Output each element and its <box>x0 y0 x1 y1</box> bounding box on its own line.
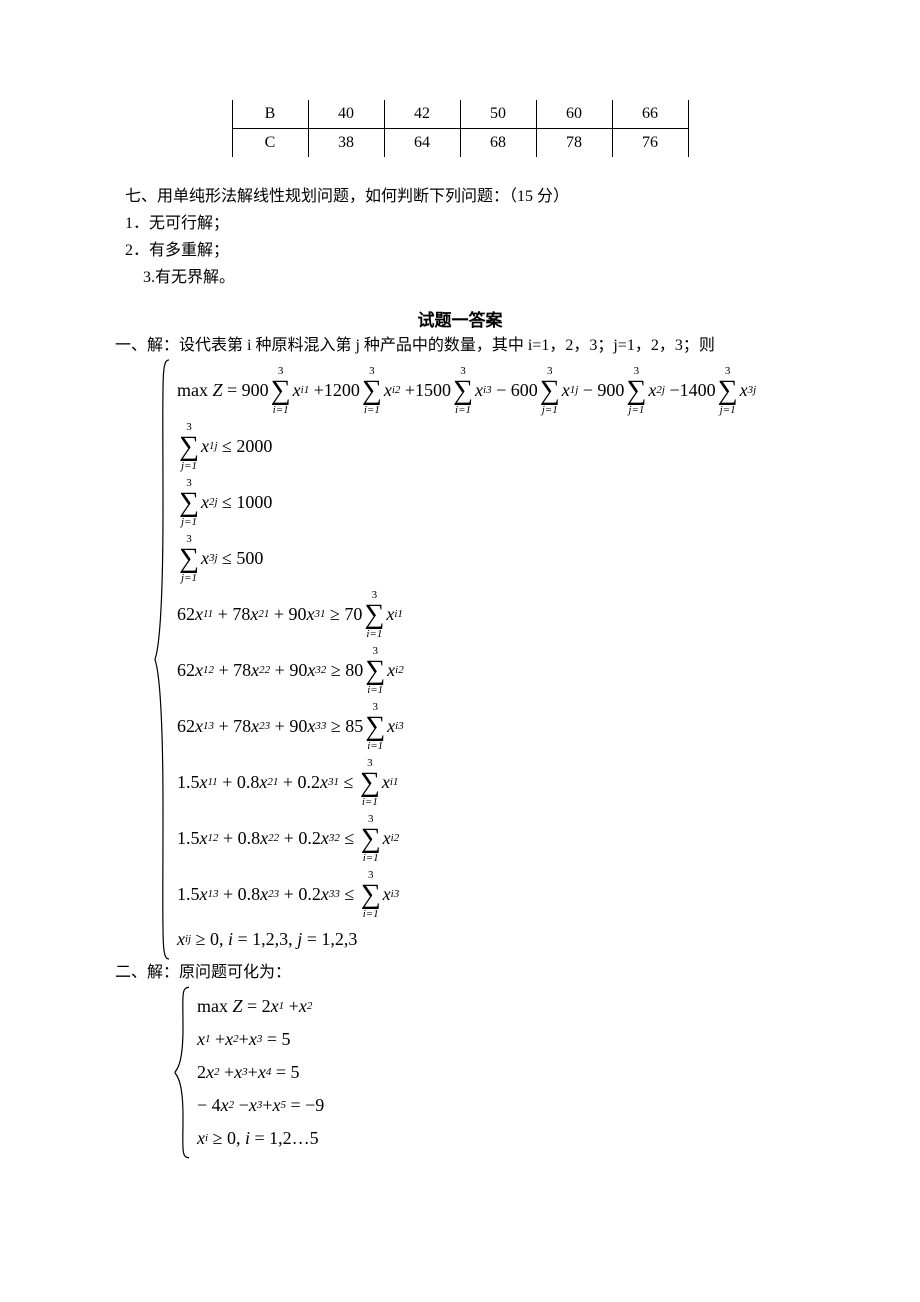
table-row: C 38 64 68 78 76 <box>232 129 688 158</box>
q7-stem: 七、用单纯形法解线性规划问题，如何判断下列问题：（15 分） <box>125 185 805 209</box>
a2-line: x1 +x2+x3 = 5 <box>197 1026 805 1053</box>
cell: 50 <box>460 100 536 129</box>
nonneg-row: xij ≥ 0, i = 1,2,3, j = 1,2,3 <box>177 926 805 953</box>
a2-line: 2x2 +x3+x4 = 5 <box>197 1059 805 1086</box>
constraint-row: 1.5x12 + 0.8x22 + 0.2x32 ≤ 3∑i=1 xi2 <box>177 814 805 864</box>
left-brace-icon <box>153 358 173 961</box>
q7-item: 3.有无界解。 <box>143 266 805 290</box>
q7-item: 1．无可行解； <box>125 212 805 236</box>
data-table: B 40 42 50 60 66 C 38 64 68 78 76 <box>232 100 689 157</box>
a2-line: xi ≥ 0, i = 1,2…5 <box>197 1125 805 1152</box>
constraint-row: 3∑j=1 x1j ≤ 2000 <box>177 422 805 472</box>
cell: C <box>232 129 308 158</box>
answer-2-intro: 二、解：原问题可化为： <box>115 961 805 985</box>
cell: 42 <box>384 100 460 129</box>
cell: 40 <box>308 100 384 129</box>
constraint-row: 62x11 + 78x21 + 90x31 ≥ 70 3∑i=1 xi1 <box>177 590 805 640</box>
cell: B <box>232 100 308 129</box>
cell: 68 <box>460 129 536 158</box>
page: B 40 42 50 60 66 C 38 64 68 78 76 七、用单纯形… <box>0 0 920 1220</box>
constraint-row: 3∑j=1 x2j ≤ 1000 <box>177 478 805 528</box>
cell: 66 <box>612 100 688 129</box>
answer-1-math: max Z = 900 3∑i=1 xi1 +1200 3∑i=1 xi2 +1… <box>153 358 805 961</box>
q7-item: 2．有多重解； <box>125 239 805 263</box>
constraint-row: 62x12 + 78x22 + 90x32 ≥ 80 3∑i=1 xi2 <box>177 646 805 696</box>
answers-title: 试题一答案 <box>115 308 805 334</box>
question-7: 七、用单纯形法解线性规划问题，如何判断下列问题：（15 分） 1．无可行解； 2… <box>115 185 805 290</box>
table-row: B 40 42 50 60 66 <box>232 100 688 129</box>
a2-line: − 4x2 −x3+x5 = −9 <box>197 1092 805 1119</box>
left-brace-icon <box>173 985 193 1160</box>
cell: 60 <box>536 100 612 129</box>
a2-line: max Z = 2x1 +x2 <box>197 993 805 1020</box>
answer-2-math: max Z = 2x1 +x2 x1 +x2+x3 = 5 2x2 +x3+x4… <box>173 985 805 1160</box>
constraint-row: 62x13 + 78x23 + 90x33 ≥ 85 3∑i=1 xi3 <box>177 702 805 752</box>
cell: 76 <box>612 129 688 158</box>
constraint-row: 1.5x11 + 0.8x21 + 0.2x31 ≤ 3∑i=1 xi1 <box>177 758 805 808</box>
constraint-row: 1.5x13 + 0.8x23 + 0.2x33 ≤ 3∑i=1 xi3 <box>177 870 805 920</box>
objective-row: max Z = 900 3∑i=1 xi1 +1200 3∑i=1 xi2 +1… <box>177 366 805 416</box>
answer-1-intro: 一、解：设代表第 i 种原料混入第 j 种产品中的数量，其中 i=1，2，3；j… <box>115 334 805 358</box>
cell: 38 <box>308 129 384 158</box>
cell: 78 <box>536 129 612 158</box>
cell: 64 <box>384 129 460 158</box>
constraint-row: 3∑j=1 x3j ≤ 500 <box>177 534 805 584</box>
